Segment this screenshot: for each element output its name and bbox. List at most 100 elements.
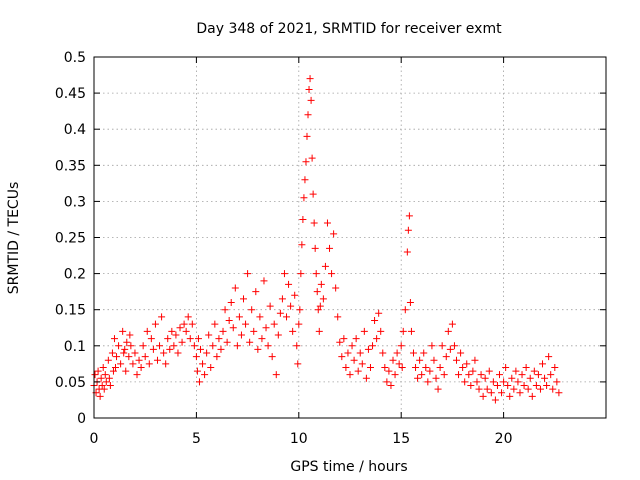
data-point-marker bbox=[422, 363, 430, 371]
data-point-marker bbox=[401, 306, 409, 314]
y-tick-label: 0.2 bbox=[64, 267, 86, 283]
data-point-marker bbox=[342, 363, 350, 371]
data-point-marker bbox=[217, 345, 225, 353]
data-point-marker bbox=[512, 367, 520, 375]
data-point-marker bbox=[328, 270, 336, 278]
data-point-marker bbox=[493, 382, 501, 390]
data-point-marker bbox=[491, 396, 499, 404]
data-point-marker bbox=[397, 342, 405, 350]
x-axis-ticks: 0 5 10 15 20 bbox=[90, 57, 513, 447]
data-point-marker bbox=[459, 363, 467, 371]
data-point-marker bbox=[280, 270, 288, 278]
data-point-marker bbox=[96, 392, 104, 400]
data-point-marker bbox=[229, 324, 237, 332]
data-point-marker bbox=[344, 349, 352, 357]
y-tick-label: 0.05 bbox=[55, 375, 86, 391]
data-point-marker bbox=[330, 230, 338, 238]
data-point-marker bbox=[522, 363, 530, 371]
data-point-marker bbox=[310, 219, 318, 227]
data-point-marker bbox=[500, 378, 508, 386]
y-tick-label: 0.15 bbox=[55, 303, 86, 319]
data-point-marker bbox=[352, 335, 360, 343]
data-point-marker bbox=[276, 309, 284, 317]
grid-lines bbox=[94, 57, 606, 418]
data-point-marker bbox=[112, 363, 120, 371]
data-point-marker bbox=[101, 371, 109, 379]
data-point-marker bbox=[481, 374, 489, 382]
data-point-marker bbox=[520, 382, 528, 390]
data-point-marker bbox=[299, 215, 307, 223]
x-tick-label: 0 bbox=[90, 431, 99, 447]
data-point-marker bbox=[256, 313, 264, 321]
data-point-marker bbox=[496, 371, 504, 379]
data-point-marker bbox=[250, 327, 258, 335]
data-point-marker bbox=[536, 385, 544, 393]
y-tick-label: 0.45 bbox=[55, 86, 86, 102]
data-point-marker bbox=[298, 241, 306, 249]
data-point-marker bbox=[125, 353, 133, 361]
data-point-marker bbox=[371, 317, 379, 325]
data-point-marker bbox=[354, 367, 362, 375]
data-point-marker bbox=[545, 353, 553, 361]
data-point-marker bbox=[289, 327, 297, 335]
data-point-marker bbox=[510, 385, 518, 393]
data-point-marker bbox=[106, 382, 114, 390]
data-point-marker bbox=[323, 219, 331, 227]
data-point-marker bbox=[319, 295, 327, 303]
data-point-marker bbox=[195, 378, 203, 386]
data-point-marker bbox=[326, 244, 334, 252]
data-point-marker bbox=[145, 360, 153, 368]
data-point-marker bbox=[293, 342, 301, 350]
data-point-marker bbox=[502, 363, 510, 371]
data-point-marker bbox=[270, 320, 278, 328]
data-point-marker bbox=[373, 335, 381, 343]
data-point-marker bbox=[266, 302, 274, 310]
data-point-marker bbox=[461, 378, 469, 386]
data-point-marker bbox=[475, 385, 483, 393]
x-tick-label: 15 bbox=[392, 431, 410, 447]
data-point-marker bbox=[514, 378, 522, 386]
data-point-marker bbox=[450, 342, 458, 350]
data-point-marker bbox=[416, 356, 424, 364]
data-point-marker bbox=[294, 360, 302, 368]
data-point-marker bbox=[213, 353, 221, 361]
data-point-marker bbox=[160, 349, 168, 357]
data-point-marker bbox=[126, 331, 134, 339]
data-point-marker bbox=[115, 342, 123, 350]
data-point-marker bbox=[438, 342, 446, 350]
data-point-marker bbox=[528, 392, 536, 400]
x-tick-label: 5 bbox=[192, 431, 201, 447]
data-point-marker bbox=[465, 371, 473, 379]
data-point-marker bbox=[387, 382, 395, 390]
data-point-marker bbox=[316, 302, 324, 310]
data-point-marker bbox=[452, 356, 460, 364]
data-point-marker bbox=[424, 378, 432, 386]
data-point-marker bbox=[483, 385, 491, 393]
data-point-marker bbox=[192, 353, 200, 361]
data-point-marker bbox=[301, 176, 309, 184]
data-point-marker bbox=[534, 371, 542, 379]
data-point-marker bbox=[426, 367, 434, 375]
data-point-marker bbox=[131, 349, 139, 357]
data-point-marker bbox=[258, 335, 266, 343]
data-point-marker bbox=[547, 371, 555, 379]
data-point-marker bbox=[305, 85, 313, 93]
data-point-marker bbox=[219, 327, 227, 335]
data-point-marker bbox=[108, 349, 116, 357]
data-point-marker bbox=[399, 327, 407, 335]
chart-title: Day 348 of 2021, SRMTID for receiver exm… bbox=[196, 21, 502, 37]
data-point-marker bbox=[407, 327, 415, 335]
data-point-marker bbox=[223, 338, 231, 346]
x-axis-label: GPS time / hours bbox=[290, 459, 407, 475]
data-point-marker bbox=[105, 374, 113, 382]
data-markers bbox=[90, 75, 563, 404]
data-point-marker bbox=[137, 363, 145, 371]
data-point-marker bbox=[539, 360, 547, 368]
data-point-marker bbox=[262, 324, 270, 332]
data-point-marker bbox=[489, 378, 497, 386]
data-point-marker bbox=[109, 367, 117, 375]
data-point-marker bbox=[141, 353, 149, 361]
data-point-marker bbox=[543, 382, 551, 390]
data-point-marker bbox=[350, 356, 358, 364]
data-point-marker bbox=[442, 353, 450, 361]
